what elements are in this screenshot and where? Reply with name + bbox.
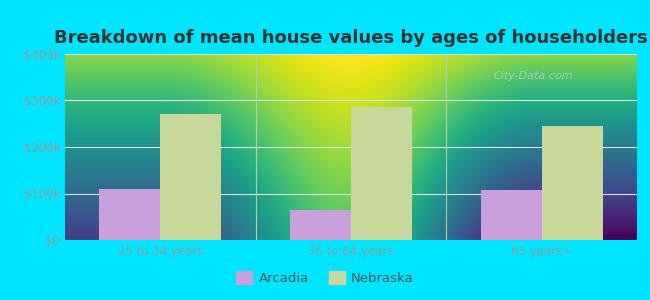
Bar bbox=[290, 210, 351, 240]
Bar bbox=[541, 126, 603, 240]
Text: City-Data.com: City-Data.com bbox=[494, 71, 573, 81]
Legend: Arcadia, Nebraska: Arcadia, Nebraska bbox=[231, 266, 419, 290]
Title: Breakdown of mean house values by ages of householders: Breakdown of mean house values by ages o… bbox=[54, 29, 648, 47]
Bar bbox=[99, 189, 161, 240]
Bar bbox=[351, 106, 412, 240]
Bar bbox=[161, 114, 222, 240]
Bar bbox=[480, 190, 541, 240]
